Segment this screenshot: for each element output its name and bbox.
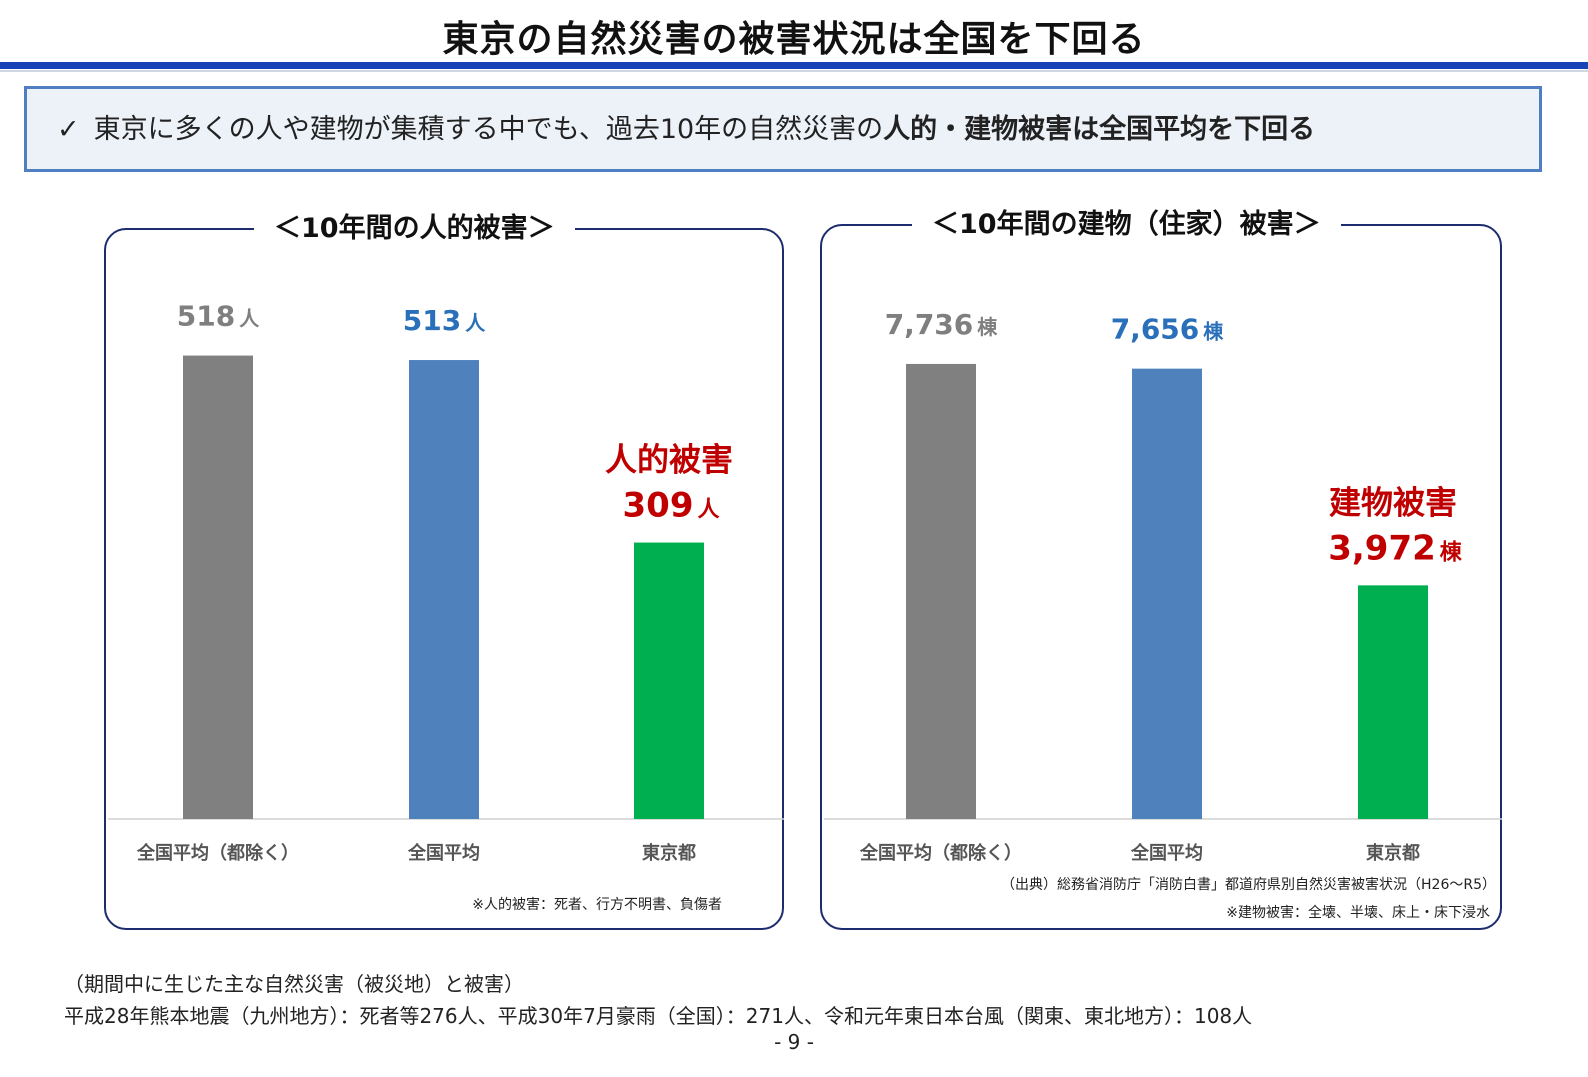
human-damage-panel: 全国平均（都除く） 518 人全国平均 513 人東京都 309 人 人的被害 ※人的被害：死…: [104, 228, 784, 930]
page-title: 東京の自然災害の被害状況は全国を下回る: [442, 19, 1146, 60]
category-label-1: 全国平均（都除く）: [859, 842, 1022, 864]
callout-label: 人的被害: [605, 441, 733, 479]
bar-1: [906, 363, 976, 819]
category-label-2: 全国平均: [407, 842, 480, 864]
bar-1: [183, 355, 253, 819]
summary-box: ✓ 東京に多くの人や建物が集積する中でも、過去10年の自然災害の人的・建物被害は全…: [24, 86, 1542, 172]
bar-3: [634, 542, 704, 819]
value-label-1: 7,736 棟: [885, 308, 999, 341]
human-damage-note: ※人的被害：死者、行方不明書、負傷者: [472, 897, 722, 913]
footer-heading: （期間中に生じた主な自然災害（被災地）と被害）: [64, 972, 524, 996]
category-label-1: 全国平均（都除く）: [136, 842, 299, 864]
bar-3: [1358, 585, 1428, 819]
footer-body: 平成28年熊本地震（九州地方）：死者等276人、平成30年7月豪雨（全国）：27…: [64, 1004, 1253, 1028]
category-label-3: 東京都: [1366, 842, 1420, 864]
value-label-3: 3,972 棟: [1328, 528, 1463, 568]
title-underline-shadow: [0, 70, 1588, 72]
building-damage-panel: 全国平均（都除く） 7,736 棟全国平均 7,656 棟東京都 3,972 棟建物被害 （…: [820, 224, 1502, 930]
human-damage-title: ＜10年間の人的被害＞: [254, 206, 575, 245]
check-icon: ✓: [57, 114, 80, 145]
summary-emphasis: 人的・建物被害は全国平均を下回る: [883, 114, 1316, 145]
title-underline: [0, 62, 1588, 69]
building-damage-title: ＜10年間の建物（住家）被害＞: [912, 202, 1341, 241]
building-damage-source: （出典）総務省消防庁「消防白書」都道府県別自然災害被害状況（H26〜R5）: [1001, 877, 1496, 893]
category-label-3: 東京都: [642, 842, 696, 864]
page-number: - 9 -: [774, 1030, 814, 1054]
category-label-2: 全国平均: [1130, 842, 1203, 864]
value-label-3: 309 人: [623, 486, 720, 526]
callout-label: 建物被害: [1329, 483, 1457, 521]
bar-2: [409, 360, 479, 819]
value-label-1: 518 人: [177, 300, 260, 333]
value-label-2: 513 人: [403, 304, 486, 337]
value-label-2: 7,656 棟: [1111, 313, 1225, 346]
bar-2: [1132, 368, 1202, 819]
building-damage-note: ※建物被害：全壊、半壊、床上・床下浸水: [1226, 905, 1490, 921]
summary-text: 東京に多くの人や建物が集積する中でも、過去10年の自然災害の: [93, 114, 884, 145]
